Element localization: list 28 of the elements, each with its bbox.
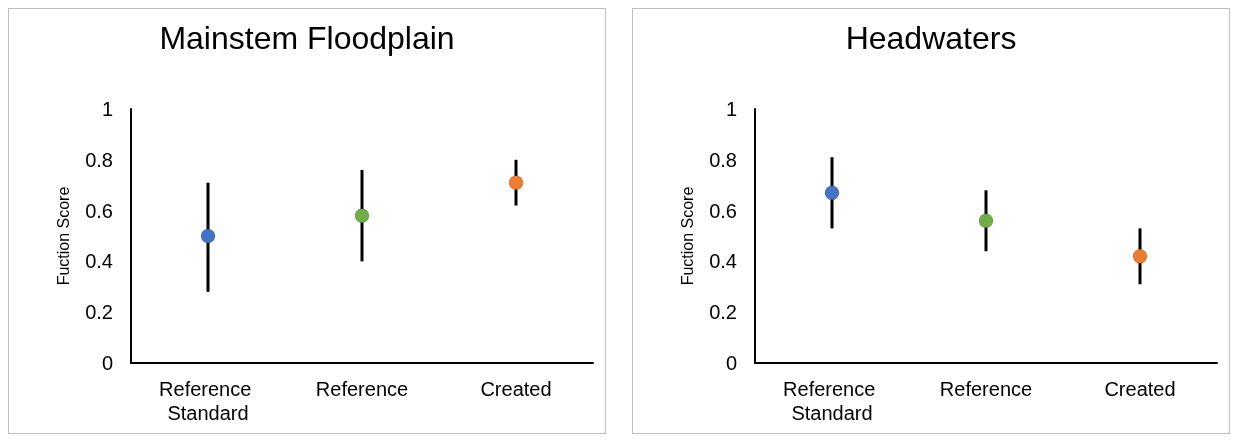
x-tick-label: Created — [480, 378, 552, 400]
point — [1132, 248, 1148, 264]
y-tick-label: 0.8 — [709, 148, 737, 171]
y-tick-label: 0.2 — [85, 301, 113, 324]
y-axis-title: Fuction Score — [54, 186, 72, 286]
y-tick-label: 1 — [725, 98, 737, 120]
y-tick-label: 0.6 — [85, 199, 113, 222]
x-tick-label: Reference — [315, 378, 409, 400]
y-tick-label: 0 — [101, 352, 113, 374]
y-tick-label: 1 — [101, 98, 113, 120]
chart-title: Headwaters — [845, 20, 1017, 56]
y-tick-label: 0.8 — [85, 148, 113, 171]
x-tick-label: Reference Standard — [783, 378, 881, 424]
y-tick-label: 0.2 — [709, 301, 737, 324]
point — [354, 208, 370, 224]
chart-title: Mainstem Floodplain — [159, 20, 455, 56]
x-tick-label: Created — [1104, 378, 1176, 400]
point — [978, 213, 994, 229]
point — [824, 185, 840, 201]
x-tick-label: Reference Standard — [159, 378, 257, 424]
point — [508, 175, 524, 191]
y-axis-title: Fuction Score — [678, 186, 696, 286]
y-tick-label: 0.4 — [85, 250, 113, 273]
y-tick-label: 0 — [725, 352, 737, 374]
y-tick-label: 0.4 — [709, 250, 737, 273]
y-tick-label: 0.6 — [709, 199, 737, 222]
x-tick-label: Reference — [939, 378, 1033, 400]
point — [200, 228, 216, 244]
